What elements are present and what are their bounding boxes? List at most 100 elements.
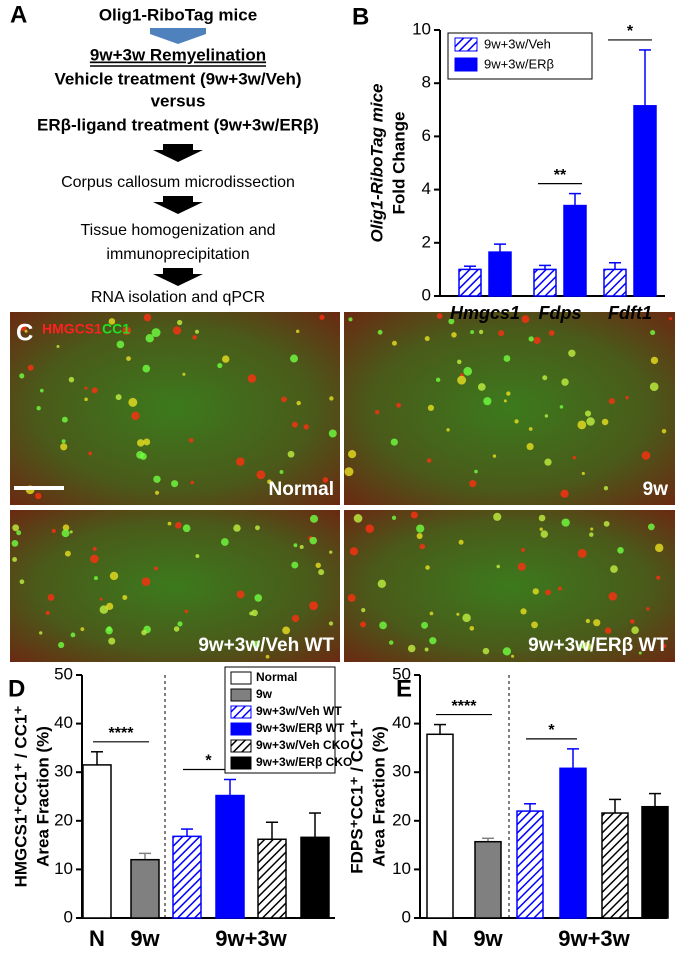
- cell: [469, 626, 475, 631]
- cell: [236, 457, 245, 466]
- cell: [532, 588, 539, 595]
- cell: [154, 490, 160, 495]
- cell: [61, 529, 70, 538]
- cell: [328, 621, 334, 626]
- cell: [545, 589, 552, 596]
- cell: [656, 575, 661, 580]
- cell: [347, 593, 356, 602]
- cell: [496, 564, 500, 569]
- cell: [557, 586, 562, 591]
- legend-swatch: [230, 739, 252, 753]
- stain-label: HMGCS1: [42, 321, 102, 337]
- cell: [360, 621, 367, 628]
- y-tick-label: 20: [54, 810, 73, 829]
- cell: [421, 621, 429, 629]
- y-tick-label: 6: [422, 126, 431, 145]
- legend-label: 9w+3w/Veh: [484, 36, 551, 51]
- cell: [106, 602, 114, 611]
- cell: [58, 641, 65, 649]
- y-tick-label: 40: [54, 713, 73, 732]
- cell: [154, 566, 158, 571]
- x-tick-label: 9w: [473, 926, 503, 951]
- image-label: 9w+3w/Veh WT: [198, 635, 334, 656]
- cell: [391, 515, 397, 520]
- legend: 9w+3w/Veh 9w+3w/ERβ: [447, 32, 593, 80]
- cell: [122, 594, 128, 601]
- cell: [236, 590, 245, 599]
- cell: [109, 571, 119, 581]
- cell: [176, 319, 183, 326]
- cell: [93, 576, 98, 581]
- cell: [173, 626, 180, 632]
- cell: [396, 402, 401, 408]
- cell: [296, 400, 301, 406]
- cell: [478, 329, 484, 335]
- cell: [521, 548, 525, 552]
- cell: [329, 550, 333, 554]
- cell: [424, 336, 430, 342]
- cell: [56, 344, 60, 348]
- cell: [60, 443, 68, 451]
- cell: [448, 318, 455, 325]
- legend-label: Normal: [256, 670, 297, 684]
- cell: [137, 439, 145, 447]
- y-tick-label: 10: [54, 859, 73, 878]
- cell: [539, 527, 543, 531]
- cell: [167, 521, 172, 526]
- cell: [252, 640, 260, 649]
- cell: [424, 647, 429, 652]
- cell: [561, 378, 569, 386]
- cell: [435, 377, 441, 383]
- cell: [429, 637, 437, 645]
- cell: [251, 609, 258, 617]
- cell: [446, 428, 450, 432]
- cell: [182, 372, 186, 376]
- legend-label: 9w: [256, 687, 273, 701]
- cell: [11, 539, 19, 547]
- cell: [603, 520, 610, 527]
- cell: [128, 397, 138, 407]
- image-label: Normal: [269, 479, 334, 500]
- micrograph: [344, 510, 675, 662]
- cell: [39, 388, 44, 393]
- cell: [91, 387, 98, 394]
- cell: [419, 543, 426, 550]
- bar: [426, 733, 454, 919]
- cell: [195, 329, 200, 334]
- cell: [322, 477, 329, 483]
- cell: [105, 626, 113, 635]
- cell: [303, 424, 309, 430]
- cell: [344, 467, 354, 477]
- cell: [538, 514, 546, 522]
- cell: [88, 451, 93, 456]
- x-tick-label: 9w+3w: [558, 926, 630, 951]
- cell: [662, 644, 667, 648]
- cell: [182, 524, 191, 533]
- step: Tissue homogenization and: [80, 222, 275, 239]
- cell: [590, 527, 594, 531]
- cell: [456, 612, 460, 616]
- cell: [577, 420, 587, 430]
- y-axis-label: Olig1-RiboTag mice: [367, 83, 386, 242]
- y-tick-label: 30: [392, 762, 411, 781]
- cell: [477, 383, 486, 391]
- cell: [142, 364, 151, 373]
- cell: [291, 561, 299, 569]
- x-tick-label: Hmgcs1: [450, 303, 520, 323]
- cell: [641, 451, 651, 460]
- cell: [521, 315, 530, 323]
- cell: [68, 376, 75, 383]
- cell: [222, 355, 230, 363]
- bar: [641, 805, 669, 919]
- cell: [390, 438, 398, 446]
- cell: [617, 547, 624, 554]
- cell: [458, 539, 464, 545]
- cells: [11, 313, 673, 659]
- image-label: 9w+3w/ERβ WT: [528, 635, 668, 656]
- panel-a: A Olig1-RiboTag mice 9w+3w Remyelination…: [10, 1, 319, 306]
- significance-label: *: [627, 23, 634, 40]
- cell: [353, 514, 363, 523]
- step: ERβ-ligand treatment (9w+3w/ERβ): [37, 115, 319, 134]
